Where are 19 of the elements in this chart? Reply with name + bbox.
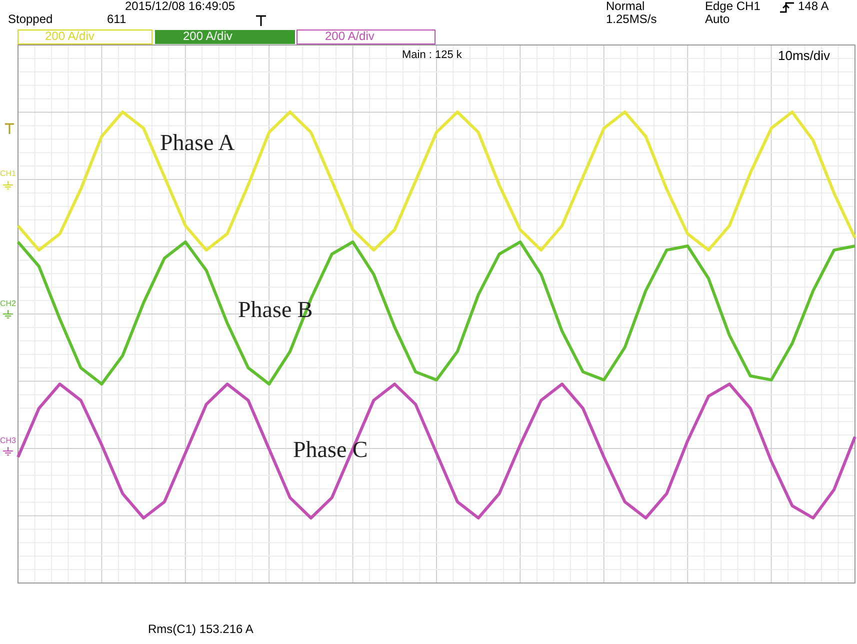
series-label: Phase C (293, 437, 368, 463)
text: Main : 125 k (402, 49, 462, 61)
text: 10ms/div (778, 48, 830, 63)
text: 200 A/div (183, 29, 232, 43)
text: Edge CH1 (705, 0, 760, 13)
series-label: Phase A (160, 130, 235, 156)
text: CH1 (0, 169, 16, 178)
text: 611 (107, 12, 126, 26)
text: CH2 (0, 299, 16, 308)
text: Normal (606, 0, 645, 13)
text: CH3 (0, 436, 16, 445)
text: 200 A/div (45, 29, 94, 43)
text: Stopped (8, 12, 53, 26)
text: Auto (705, 12, 730, 26)
text: 1.25MS/s (606, 12, 657, 26)
text: 200 A/div (325, 29, 374, 43)
text: 148 A (798, 0, 829, 13)
text: Rms(C1) 153.216 A (148, 622, 254, 636)
text: 2015/12/08 16:49:05 (125, 0, 236, 13)
